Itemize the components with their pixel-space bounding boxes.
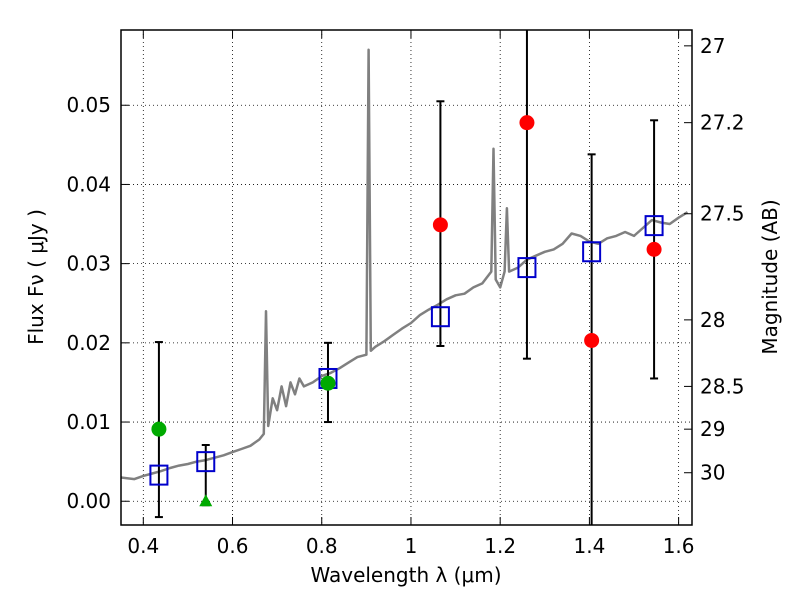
x-tick-label: 0.4 [127, 534, 159, 558]
x-axis-label: Wavelength λ (μm) [310, 563, 501, 587]
square-marker [582, 241, 602, 263]
y2-tick-label: 29 [700, 417, 725, 441]
y-axis-label: Flux Fν ( μJy ) [24, 209, 48, 345]
y2-tick-label: 28.5 [700, 374, 745, 398]
plot-area [121, 30, 689, 525]
triangle-marker [199, 494, 213, 507]
axis-tick-labels: 0.4 0.6 0.8 1 1.2 1.4 1.6 0.00 0.01 0.02 0.03 0.04 0… [66, 34, 744, 558]
plot-frame [120, 29, 693, 526]
y-tick-label: 0.05 [66, 93, 111, 117]
x-tick-label: 0.6 [217, 534, 249, 558]
square-marker [517, 257, 537, 279]
axis-ticks [121, 30, 692, 525]
y-tick-label: 0.02 [66, 331, 111, 355]
x-tick-label: 1.6 [663, 534, 695, 558]
y2-tick-label: 30 [700, 461, 725, 485]
circle-marker [432, 217, 448, 233]
circle-marker [646, 241, 662, 257]
square-marker [430, 306, 450, 328]
x-tick-label: 0.8 [306, 534, 338, 558]
square-marker [196, 451, 216, 473]
x-tick-label: 1.4 [573, 534, 605, 558]
y2-tick-label: 28 [700, 308, 725, 332]
circle-marker [151, 421, 167, 437]
y-tick-label: 0.01 [66, 410, 111, 434]
x-tick-label: 1.2 [484, 534, 516, 558]
x-tick-label: 1 [405, 534, 418, 558]
circle-marker [584, 332, 600, 348]
square-marker [149, 464, 169, 486]
y2-tick-label: 27.5 [700, 202, 745, 226]
circle-marker [320, 375, 336, 391]
y-tick-label: 0.03 [66, 252, 111, 276]
square-marker [644, 215, 664, 237]
y-tick-label: 0.04 [66, 172, 111, 196]
y-tick-label: 0.00 [66, 489, 111, 513]
model-spectrum-line [121, 48, 689, 481]
circle-marker [519, 115, 535, 131]
grid-lines [121, 30, 692, 525]
y2-axis-label: Magnitude (AB) [758, 199, 782, 354]
y2-tick-label: 27.2 [700, 111, 745, 135]
y2-tick-label: 27 [700, 34, 725, 58]
